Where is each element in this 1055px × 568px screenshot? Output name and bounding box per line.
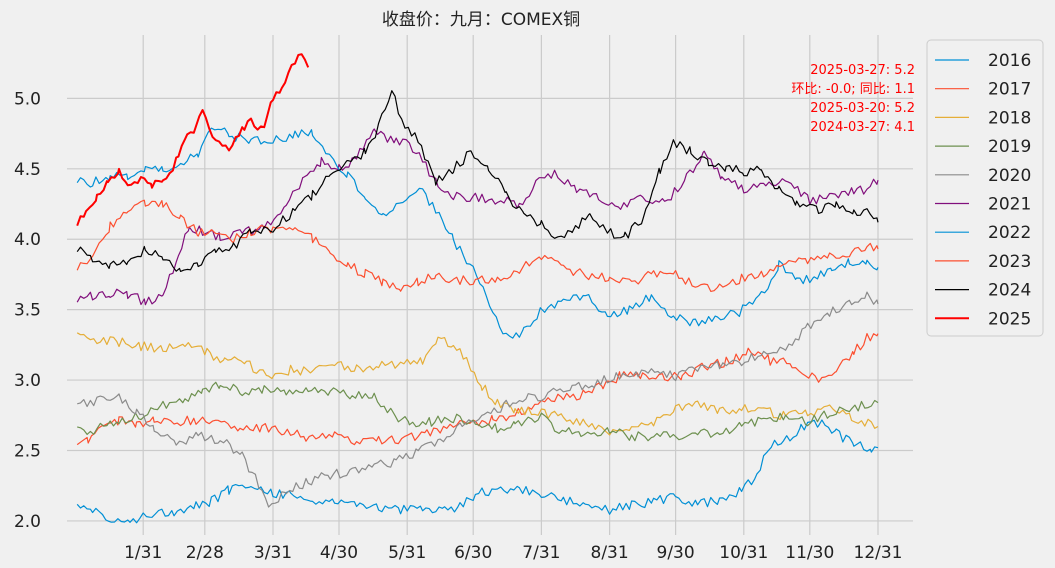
- chart-title: 收盘价：九月：COMEX铜: [382, 10, 580, 30]
- legend-label: 2020: [988, 166, 1031, 186]
- legend-label: 2017: [988, 80, 1031, 100]
- y-tick-label: 2.5: [14, 441, 41, 461]
- x-tick-label: 10/31: [719, 543, 768, 563]
- series-line-2018: [76, 332, 879, 436]
- y-tick-label: 4.0: [14, 230, 41, 250]
- annotation-line: 2024-03-27: 4.1: [810, 120, 915, 135]
- series-line-2020: [77, 291, 879, 508]
- x-tick-label: 1/31: [124, 543, 162, 563]
- grid: [67, 35, 913, 535]
- series-line-2016: [76, 419, 879, 524]
- series-line-2025: [76, 53, 310, 227]
- tick-labels: 2.0 2.5 3.0 3.5 4.0 4.5 5.0 1/31 2/28 3/31 4/30 5/3…: [14, 89, 903, 563]
- legend-label: 2024: [988, 281, 1031, 301]
- x-tick-label: 4/30: [320, 543, 358, 563]
- series-line-2022: [76, 127, 879, 339]
- series-line-2024: [76, 90, 879, 272]
- annotation-line: 2025-03-27: 5.2: [810, 63, 915, 78]
- legend-label: 2022: [988, 223, 1031, 243]
- x-tick-label: 12/31: [854, 543, 903, 563]
- x-tick-label: 8/31: [591, 543, 629, 563]
- legend: 2016 2017 2018 2019 2020 2021 2022 2023 2024 2025: [926, 39, 1044, 337]
- annotation-line: 2025-03-20: 5.2: [810, 101, 915, 116]
- x-tick-label: 11/30: [785, 543, 834, 563]
- series-line-2017: [76, 333, 879, 446]
- y-tick-label: 3.0: [14, 371, 41, 391]
- series-line-2021: [76, 128, 879, 306]
- legend-label: 2021: [988, 195, 1031, 215]
- x-tick-label: 2/28: [186, 543, 224, 563]
- annotation-box: 2025-03-27: 5.2 环比: -0.0; 同比: 1.1 2025-03-…: [791, 63, 915, 135]
- y-tick-label: 3.5: [14, 301, 41, 321]
- y-tick-label: 4.5: [14, 160, 41, 180]
- annotation-line: 环比: -0.0; 同比: 1.1: [791, 82, 915, 97]
- x-tick-label: 3/31: [254, 543, 292, 563]
- legend-label: 2018: [988, 108, 1031, 128]
- legend-label: 2016: [988, 51, 1031, 71]
- legend-label: 2025: [988, 309, 1031, 329]
- series-group: [76, 53, 879, 524]
- y-tick-label: 5.0: [14, 89, 41, 109]
- legend-label: 2023: [988, 252, 1031, 272]
- x-tick-label: 6/30: [454, 543, 492, 563]
- legend-label: 2019: [988, 137, 1031, 157]
- x-tick-label: 5/31: [388, 543, 426, 563]
- series-line-2019: [77, 381, 879, 442]
- x-tick-label: 7/31: [522, 543, 560, 563]
- legend-frame: [926, 39, 1044, 337]
- x-tick-label: 9/30: [657, 543, 695, 563]
- series-line-2023: [76, 199, 879, 292]
- y-tick-label: 2.0: [14, 512, 41, 532]
- plot-area: [67, 35, 913, 535]
